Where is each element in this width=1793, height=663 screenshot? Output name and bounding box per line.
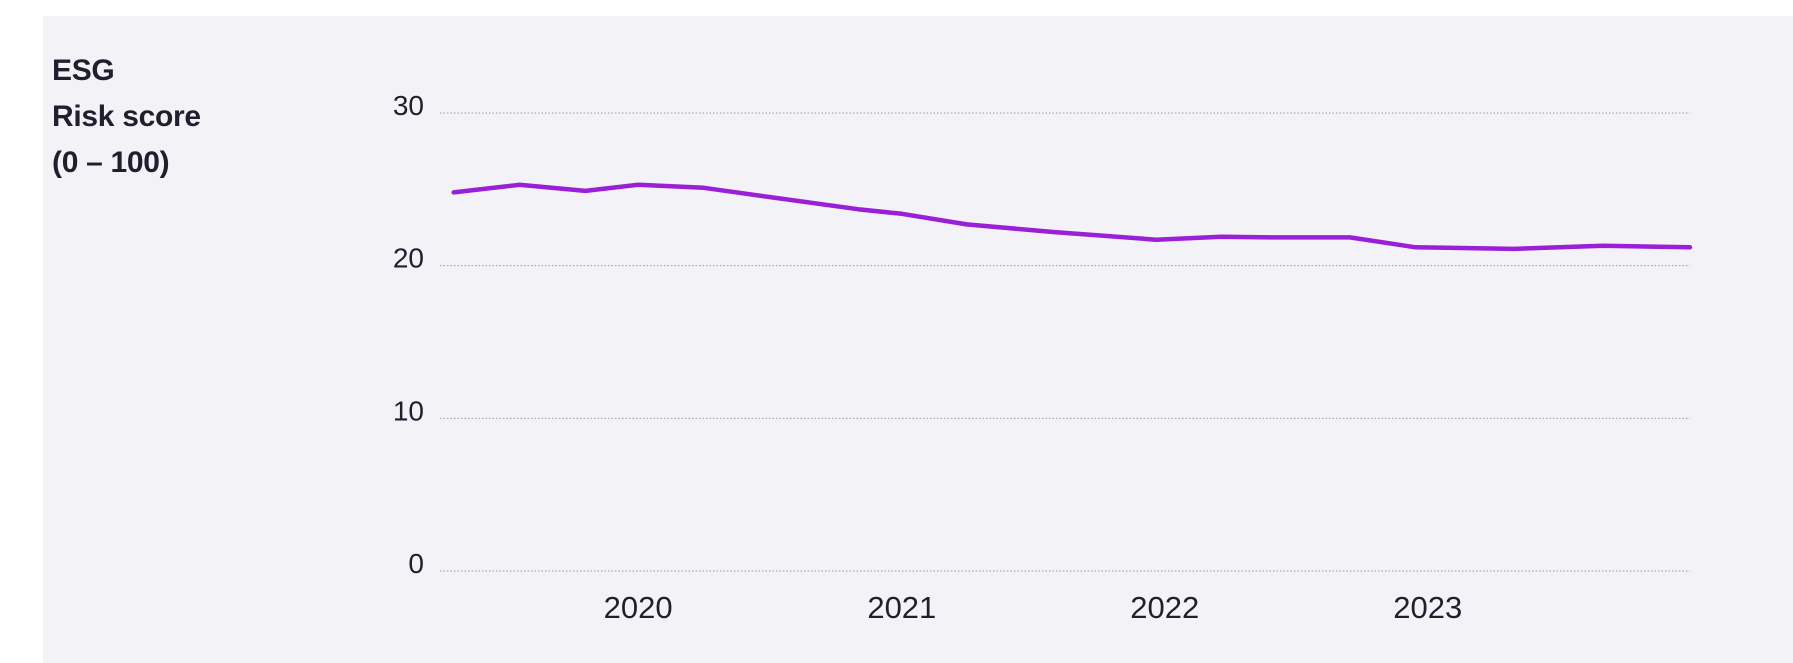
y-tick-label: 10 — [393, 395, 424, 426]
series-group — [451, 182, 1693, 252]
y-axis-ticks: 0 10 20 30 — [393, 90, 424, 579]
x-tick-label: 2022 — [1130, 590, 1199, 625]
x-tick-label: 2020 — [604, 590, 673, 625]
y-tick-label: 30 — [393, 90, 424, 121]
y-axis-label-line-3: (0 – 100) — [52, 146, 170, 179]
x-tick-label: 2023 — [1393, 590, 1462, 625]
x-axis-ticks: 2020 2021 2022 2023 — [604, 590, 1463, 625]
x-tick-label: 2021 — [867, 590, 936, 625]
y-axis-label: ESG Risk score (0 – 100) — [52, 48, 201, 186]
y-axis-label-line-2: Risk score — [52, 100, 201, 133]
chart-panel — [43, 16, 1793, 663]
y-tick-label: 0 — [408, 548, 424, 579]
y-tick-label: 20 — [393, 243, 424, 274]
y-axis-label-line-1: ESG — [52, 54, 115, 87]
gridlines — [440, 112, 1690, 572]
series-line — [451, 182, 1693, 252]
